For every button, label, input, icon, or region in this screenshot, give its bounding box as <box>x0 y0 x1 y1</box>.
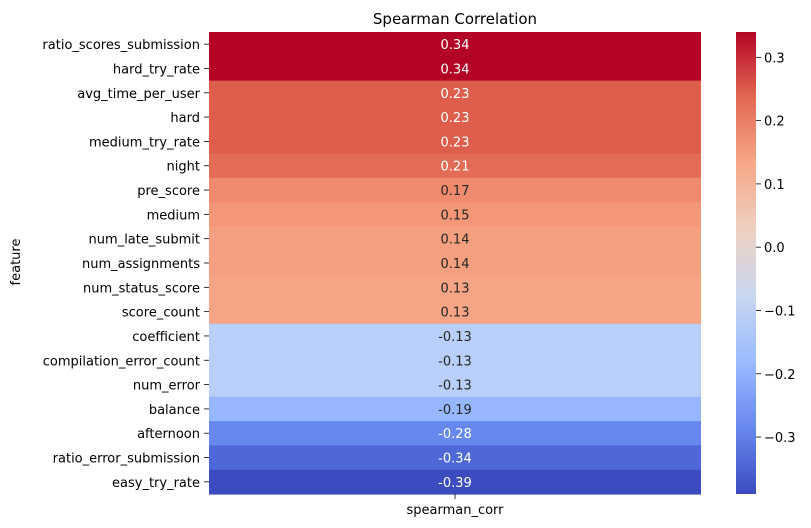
heatmap-cell <box>209 396 701 422</box>
colorbar-ticks: 0.3 0.2 0.1 0.0 −0.1 −0.2 −0.3 <box>756 51 796 446</box>
colorbar <box>736 32 756 494</box>
heatmap-cell <box>209 226 701 252</box>
row-label: hard_try_rate <box>113 62 200 77</box>
cell-value-label: 0.17 <box>441 184 470 199</box>
row-label: easy_try_rate <box>112 476 200 491</box>
chart-title: Spearman Correlation <box>373 10 537 28</box>
heatmap-cell <box>209 445 701 471</box>
y-axis-label: feature <box>9 239 24 286</box>
cell-value-label: 0.14 <box>441 233 470 248</box>
row-label: coefficient <box>132 330 200 345</box>
cell-value-label: 0.14 <box>441 257 470 272</box>
heatmap-cell <box>209 299 701 325</box>
heatmap-cell <box>209 80 701 106</box>
colorbar-tick-label: 0.3 <box>764 51 785 66</box>
row-labels: ratio_scores_submission hard_try_rate avg_… <box>42 38 209 491</box>
heatmap-cell <box>209 202 701 228</box>
heatmap-cell <box>209 372 701 398</box>
cell-value-label: -0.13 <box>438 354 472 369</box>
heatmap-cell <box>209 129 701 155</box>
cell-value-label: 0.34 <box>441 62 470 77</box>
cell-value-label: -0.13 <box>438 330 472 345</box>
cell-value-label: -0.34 <box>438 452 472 467</box>
cell-value-label: 0.23 <box>441 87 470 102</box>
row-label: ratio_error_submission <box>53 452 200 467</box>
colorbar-tick-label: −0.2 <box>764 368 796 383</box>
row-label: num_status_score <box>83 281 200 296</box>
heatmap-cell <box>209 32 701 57</box>
row-label: medium_try_rate <box>89 135 200 150</box>
cell-value-label: 0.21 <box>441 160 470 175</box>
cell-value-label: 0.34 <box>441 38 470 53</box>
row-label: ratio_scores_submission <box>42 38 200 53</box>
row-label: medium <box>147 208 200 223</box>
x-tick-label: spearman_corr <box>406 503 504 518</box>
colorbar-tick-label: −0.1 <box>764 304 796 319</box>
cell-value-label: -0.13 <box>438 379 472 394</box>
row-label: avg_time_per_user <box>77 87 200 102</box>
row-label: num_assignments <box>82 257 200 272</box>
heatmap-cell <box>209 469 701 495</box>
row-label: num_error <box>133 379 201 394</box>
row-label: afternoon <box>137 427 200 442</box>
row-label: compilation_error_count <box>43 354 200 369</box>
heatmap-cell <box>209 421 701 446</box>
row-label: num_late_submit <box>89 233 200 248</box>
colorbar-tick-label: 0.2 <box>764 115 785 130</box>
cell-value-label: 0.13 <box>441 306 470 321</box>
heatmap-cell <box>209 348 701 374</box>
cell-value-label: 0.15 <box>441 208 470 223</box>
colorbar-tick-label: 0.0 <box>764 241 785 256</box>
heatmap-cell <box>209 177 701 203</box>
cell-value-label: 0.13 <box>441 281 470 296</box>
row-label: night <box>167 160 200 175</box>
row-label: balance <box>149 403 200 418</box>
row-label: hard <box>170 111 200 126</box>
heatmap-cell <box>209 153 701 179</box>
heatmap-cell <box>209 323 701 349</box>
colorbar-tick-label: 0.1 <box>764 178 785 193</box>
row-label: pre_score <box>137 184 200 199</box>
cell-value-label: -0.28 <box>438 427 472 442</box>
cell-value-label: -0.19 <box>438 403 472 418</box>
colorbar-tick-label: −0.3 <box>764 431 796 446</box>
heatmap-cells: 0.34 0.34 0.23 0.23 0.23 0.21 0.17 0.15 0.14 0.14… <box>209 32 701 495</box>
cell-value-label: -0.39 <box>438 476 472 491</box>
heatmap-cell <box>209 56 701 82</box>
cell-value-label: 0.23 <box>441 111 470 126</box>
cell-value-label: 0.23 <box>441 135 470 150</box>
row-label: score_count <box>122 306 200 321</box>
heatmap-cell <box>209 275 701 301</box>
heatmap-cell <box>209 250 701 276</box>
heatmap-cell <box>209 104 701 130</box>
